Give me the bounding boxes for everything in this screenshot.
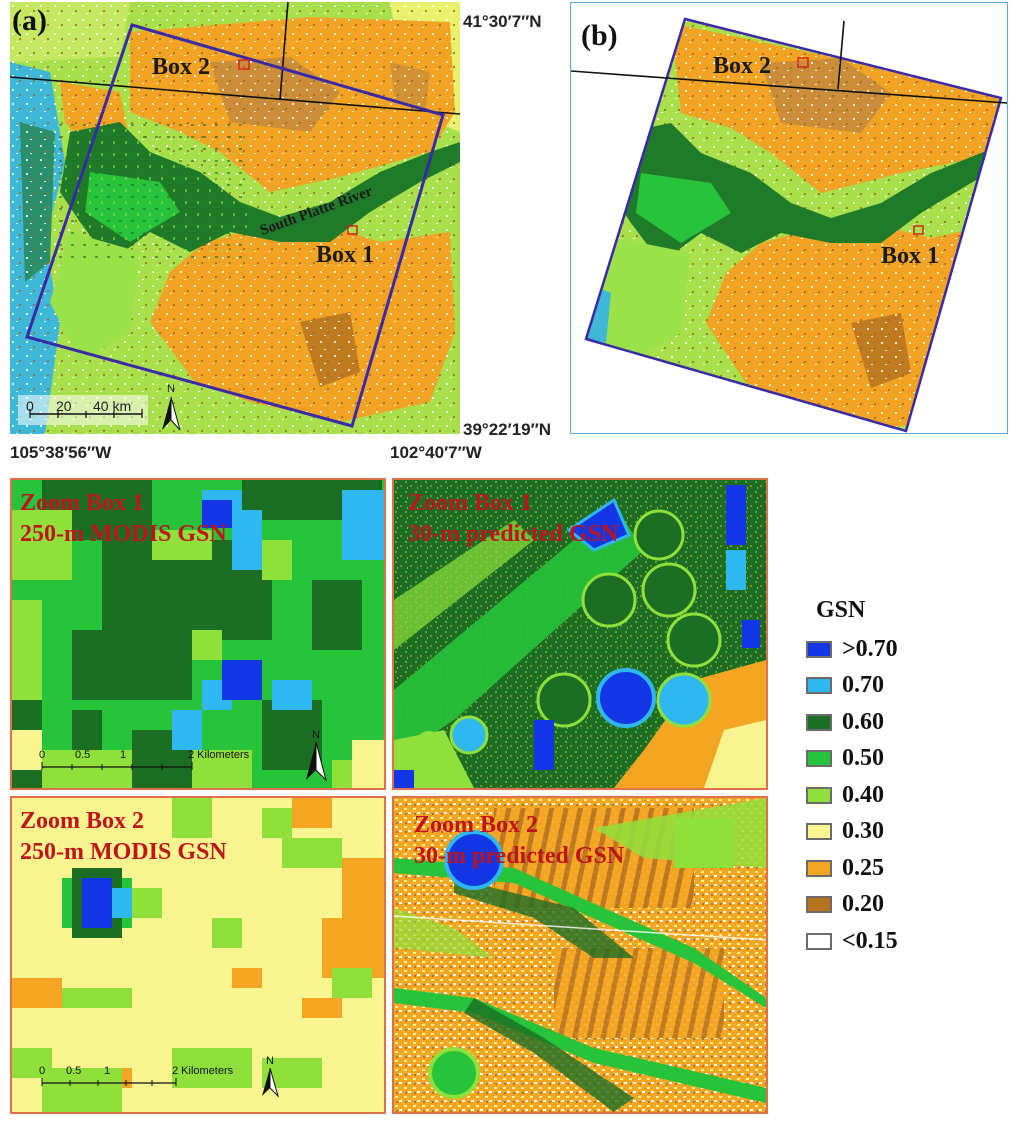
zoom2-scale-2km: 2 Kilometers <box>172 1065 234 1077</box>
zoom-box-1-modis-title-line1: Zoom Box 1 <box>20 490 145 516</box>
box-1-label: Box 1 <box>316 242 375 268</box>
zoom1-scale-05: 0.5 <box>75 749 90 761</box>
legend-swatch <box>806 896 832 913</box>
zoom-box-1-predicted-raster <box>394 480 766 788</box>
legend-label: 0.70 <box>842 672 884 698</box>
zoom-box-1-predicted-title-line1: Zoom Box 1 <box>408 490 533 516</box>
legend-item: 0.40 <box>806 780 884 810</box>
north-label: N <box>167 383 175 395</box>
zoom-box-1-predicted-panel: Zoom Box 1 30-m predicted GSN <box>392 478 768 790</box>
legend-label: 0.50 <box>842 745 884 771</box>
legend-swatch <box>806 677 832 694</box>
legend-swatch <box>806 932 832 950</box>
legend-item: 0.30 <box>806 817 884 847</box>
zoom-box-1-north-arrow: N <box>306 729 327 782</box>
legend-swatch <box>806 786 832 804</box>
zoom2-scale-1: 1 <box>104 1065 110 1077</box>
scale-tick-0: 0 <box>26 398 34 414</box>
panel-a-scale-bar <box>18 395 148 425</box>
legend-swatch <box>806 859 832 877</box>
legend-label: 0.20 <box>842 891 884 917</box>
zoom1-north-label: N <box>312 729 320 741</box>
zoom2-scale-0: 0 <box>39 1065 45 1077</box>
panel-b-box-1-label: Box 1 <box>881 243 940 269</box>
zoom-box-1-modis-raster: 0 0.5 1 2 Kilometers N <box>12 480 384 788</box>
coord-top-right: 41°30′7″N <box>463 12 542 31</box>
zoom-box-2-predicted-title-line2: 30-m predicted GSN <box>414 843 625 869</box>
panel-b-raster <box>571 17 1007 433</box>
zoom-box-1-modis-title: Zoom Box 1 250-m MODIS GSN <box>20 488 227 550</box>
legend-item: 0.60 <box>806 707 884 737</box>
scale-tick-40: 40 km <box>93 398 132 414</box>
box-2-label: Box 2 <box>152 54 211 80</box>
zoom-box-1-predicted-title: Zoom Box 1 30-m predicted GSN <box>408 488 618 550</box>
coord-bottom-mid: 102°40′7″W <box>390 443 482 462</box>
panel-a-north-arrow <box>162 396 181 431</box>
zoom1-scale-2km: 2 Kilometers <box>188 749 250 761</box>
panel-b-label: (b) <box>581 19 618 52</box>
legend-label: 0.25 <box>842 854 884 881</box>
panel-b-box-2-label: Box 2 <box>713 53 772 79</box>
zoom-box-1-modis-title-line2: 250-m MODIS GSN <box>20 521 227 547</box>
legend-label: <0.15 <box>842 927 898 954</box>
zoom2-scale-05: 0.5 <box>66 1065 81 1077</box>
coord-bottom-right: 39°22′19″N <box>463 420 552 439</box>
legend-item: 0.50 <box>806 744 884 774</box>
zoom-box-2-modis-raster: 0 0.5 1 2 Kilometers N <box>12 798 384 1112</box>
coord-bottom-left: 105°38′56″W <box>10 443 112 462</box>
legend-label: 0.40 <box>842 781 884 808</box>
zoom2-north-label: N <box>266 1055 274 1067</box>
zoom-box-2-modis-title-line1: Zoom Box 2 <box>20 808 145 834</box>
zoom-box-1-modis-panel: 0 0.5 1 2 Kilometers N Zoom Box 1 250-m … <box>10 478 386 790</box>
zoom1-scale-1: 1 <box>120 749 126 761</box>
zoom-box-2-modis-title-line2: 250-m MODIS GSN <box>20 839 227 865</box>
legend-item: 0.70 <box>806 671 884 701</box>
legend-item: >0.70 <box>806 634 898 664</box>
legend-swatch <box>806 640 832 658</box>
panel-b-map: (b) Box 2 Box 1 <box>570 2 1008 434</box>
panel-a-label: (a) <box>12 4 47 37</box>
zoom-box-2-predicted-title: Zoom Box 2 30-m predicted GSN <box>414 810 624 872</box>
zoom-box-2-north-arrow: N <box>262 1055 280 1098</box>
scale-tick-20: 20 <box>56 398 72 414</box>
legend-item: <0.15 <box>806 926 898 956</box>
zoom1-scale-0: 0 <box>39 749 45 761</box>
legend-label: 0.60 <box>842 708 884 735</box>
legend-swatch <box>806 750 832 767</box>
legend-item: 0.25 <box>806 853 884 883</box>
zoom-box-2-predicted-raster <box>394 798 766 1112</box>
legend-swatch <box>806 713 832 731</box>
panel-a-raster <box>10 2 460 434</box>
zoom-box-1-modis-scale-bar: 0 0.5 1 2 Kilometers <box>39 749 250 770</box>
legend-item: 0.20 <box>806 890 884 920</box>
zoom-box-1-predicted-title-line2: 30-m predicted GSN <box>408 521 619 547</box>
legend-swatch <box>806 823 832 840</box>
zoom-box-2-modis-panel: 0 0.5 1 2 Kilometers N Zoom Box 2 250-m … <box>10 796 386 1114</box>
legend-label: 0.30 <box>842 818 884 844</box>
zoom-box-2-modis-title: Zoom Box 2 250-m MODIS GSN <box>20 806 227 868</box>
zoom-box-2-predicted-panel: Zoom Box 2 30-m predicted GSN <box>392 796 768 1114</box>
zoom-box-2-modis-scale-bar: 0 0.5 1 2 Kilometers <box>39 1065 234 1086</box>
zoom-box-2-predicted-title-line1: Zoom Box 2 <box>414 812 539 838</box>
legend-label: >0.70 <box>842 635 898 662</box>
panel-a-map: (a) Box 2 South Platte River Box 1 0 20 … <box>10 2 460 434</box>
legend-title: GSN <box>816 597 866 623</box>
